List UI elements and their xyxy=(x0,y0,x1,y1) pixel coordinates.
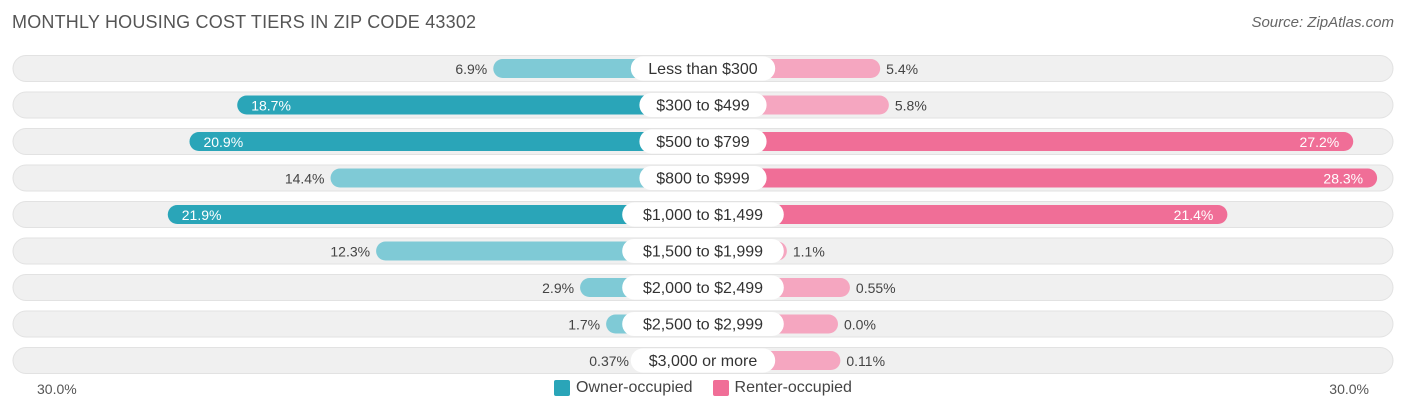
renter-bar xyxy=(703,205,1228,224)
category-pill xyxy=(622,239,784,263)
legend-item-owner: Owner-occupied xyxy=(554,379,693,397)
category-pill xyxy=(630,348,776,373)
category-label: $1,500 to $1,999 xyxy=(643,244,763,261)
owner-value-label: 1.7% xyxy=(568,317,600,333)
legend-label-renter: Renter-occupied xyxy=(734,379,852,396)
owner-value-label: 14.4% xyxy=(285,171,325,187)
legend-swatch-renter xyxy=(712,380,729,396)
renter-value-label: 1.1% xyxy=(793,244,825,260)
category-label: Less than $300 xyxy=(648,61,758,78)
category-label: $3,000 or more xyxy=(649,353,758,370)
renter-value-label: 0.0% xyxy=(844,317,876,333)
owner-bar xyxy=(237,95,703,115)
axis-right-label: 30.0% xyxy=(1329,381,1369,397)
owner-value-label: 2.9% xyxy=(542,280,574,296)
legend-swatch-owner xyxy=(554,380,571,396)
owner-value-label: 0.37% xyxy=(589,353,629,369)
category-label: $2,500 to $2,999 xyxy=(643,317,763,334)
owner-value-label: 20.9% xyxy=(203,134,243,150)
category-label: $300 to $499 xyxy=(656,98,750,115)
category-label: $1,000 to $1,499 xyxy=(643,207,763,224)
renter-value-label: 5.8% xyxy=(895,98,927,114)
chart-source: Source: ZipAtlas.com xyxy=(1251,14,1394,31)
category-pill xyxy=(622,275,784,300)
category-pill xyxy=(622,202,784,227)
owner-bar xyxy=(167,205,703,224)
chart-title: MONTHLY HOUSING COST TIERS IN ZIP CODE 4… xyxy=(12,12,477,32)
owner-value-label: 21.9% xyxy=(182,207,222,223)
legend-item-renter: Renter-occupied xyxy=(712,379,852,397)
renter-bar xyxy=(703,168,1378,188)
category-label: $500 to $799 xyxy=(656,134,750,151)
owner-value-label: 18.7% xyxy=(251,98,291,114)
owner-bar xyxy=(189,132,704,151)
renter-value-label: 0.55% xyxy=(856,280,896,296)
owner-value-label: 12.3% xyxy=(330,244,370,260)
legend: Owner-occupied Renter-occupied xyxy=(0,379,1406,397)
owner-value-label: 6.9% xyxy=(455,61,487,77)
category-pill xyxy=(639,93,767,117)
legend-label-owner: Owner-occupied xyxy=(576,379,693,396)
category-pill xyxy=(639,129,767,154)
category-pill xyxy=(639,166,767,190)
category-pill xyxy=(622,312,784,336)
owner-bar xyxy=(376,241,703,261)
renter-value-label: 28.3% xyxy=(1323,171,1363,187)
axis-left-label: 30.0% xyxy=(37,381,77,397)
renter-value-label: 21.4% xyxy=(1174,207,1214,223)
renter-value-label: 0.11% xyxy=(846,353,885,369)
renter-bar xyxy=(703,132,1354,151)
owner-bar xyxy=(330,168,703,188)
category-pill xyxy=(630,56,776,81)
category-label: $800 to $999 xyxy=(656,171,750,188)
category-label: $2,000 to $2,499 xyxy=(643,280,763,297)
renter-value-label: 27.2% xyxy=(1300,134,1340,150)
renter-value-label: 5.4% xyxy=(886,61,918,77)
